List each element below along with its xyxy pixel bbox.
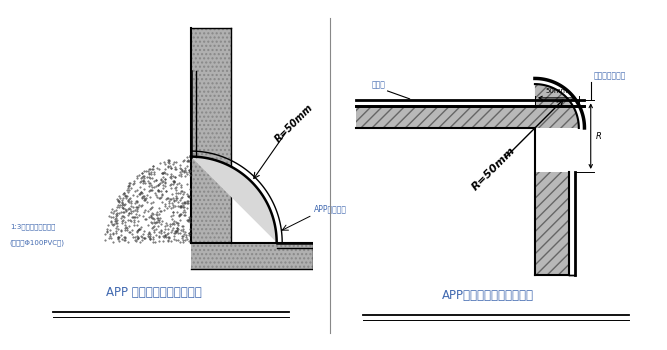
Text: APP防水卷材: APP防水卷材 <box>314 204 347 214</box>
Bar <box>191 28 231 243</box>
Text: R=50mm: R=50mm <box>273 103 315 145</box>
Text: 防水层: 防水层 <box>372 80 386 89</box>
Polygon shape <box>535 84 579 128</box>
Polygon shape <box>191 156 277 243</box>
Text: (用盐卤Φ100PVC管): (用盐卤Φ100PVC管) <box>10 239 65 246</box>
Bar <box>356 106 535 128</box>
Text: 1:3水泥砂浆压实抒光: 1:3水泥砂浆压实抒光 <box>10 224 55 230</box>
Text: 此处分用砂浆抒: 此处分用砂浆抒 <box>594 71 626 80</box>
Text: R=50mm: R=50mm <box>470 146 518 192</box>
Text: APP 防水卷材基层阴角半径: APP 防水卷材基层阴角半径 <box>106 286 202 299</box>
Text: R: R <box>596 132 602 141</box>
Text: 50mm: 50mm <box>546 88 568 94</box>
Bar <box>191 243 313 268</box>
Text: APP防水卷材基层阳角半径: APP防水卷材基层阳角半径 <box>442 289 534 302</box>
Bar <box>535 172 570 275</box>
